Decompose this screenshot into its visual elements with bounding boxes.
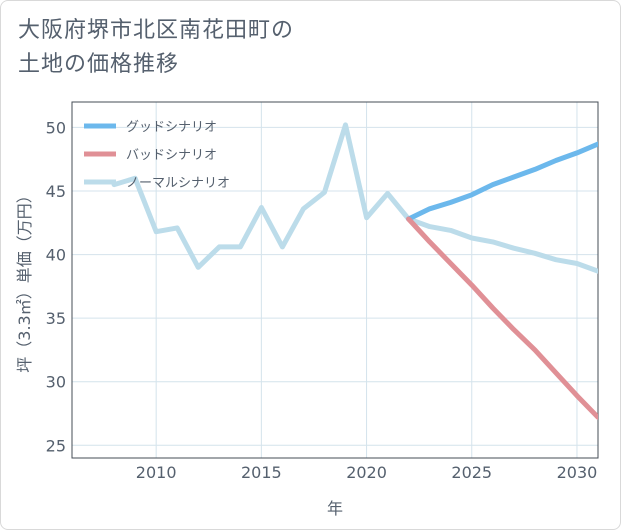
y-tick-label: 50 — [46, 118, 66, 137]
axis-ticks: 2010 2015 2020 2025 2030 25 30 35 40 45 50 — [46, 118, 598, 482]
legend-label: バッドシナリオ — [126, 148, 217, 163]
series-layer — [111, 122, 598, 420]
y-tick-label: 30 — [46, 373, 66, 392]
plot-area — [71, 101, 599, 459]
x-tick-label: 2020 — [346, 463, 387, 482]
grid-lines — [72, 102, 598, 458]
y-axis-title: 坪（3.3㎡）単価（万円） — [15, 187, 34, 372]
x-tick-label: 2030 — [557, 463, 598, 482]
y-tick-label: 25 — [46, 436, 66, 455]
y-tick-label: 45 — [46, 182, 66, 201]
series-line-1 — [406, 216, 598, 420]
legend-label: ノーマルシナリオ — [126, 176, 230, 191]
series-line-2 — [111, 122, 598, 274]
chart-title-line-1: 大阪府堺市北区南花田町の — [18, 18, 295, 43]
y-tick-label: 40 — [46, 246, 66, 265]
x-tick-label: 2015 — [241, 463, 282, 482]
y-tick-label: 35 — [46, 309, 66, 328]
x-tick-label: 2025 — [451, 463, 492, 482]
legend-label: グッドシナリオ — [126, 120, 217, 135]
chart-title: 大阪府堺市北区南花田町の 土地の価格推移 — [18, 14, 294, 82]
x-axis-title: 年 — [327, 499, 343, 518]
chart-title-line-2: 土地の価格推移 — [18, 52, 180, 77]
x-tick-label: 2010 — [136, 463, 177, 482]
series-line-0 — [406, 141, 598, 222]
